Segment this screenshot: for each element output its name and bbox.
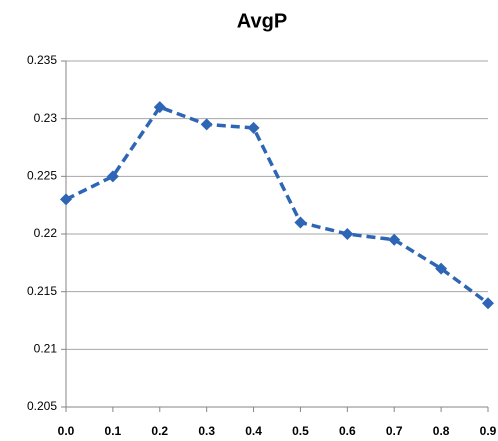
y-tick-label: 0.235 [27,53,57,67]
x-tick-label: 0.9 [480,424,497,438]
y-tick-label: 0.21 [34,342,58,356]
x-tick-label: 0.4 [245,424,262,438]
x-tick-label: 0.1 [105,424,122,438]
y-tick-label: 0.22 [34,226,58,240]
marker [294,216,307,229]
marker [482,297,494,310]
marker [388,233,401,246]
marker [247,121,260,134]
y-tick-label: 0.225 [27,169,57,183]
y-tick-label: 0.23 [34,111,58,125]
x-tick-label: 0.6 [339,424,356,438]
x-tick-label: 0.0 [58,424,75,438]
marker [435,262,448,275]
marker [200,118,213,131]
y-tick-label: 0.205 [27,399,57,413]
marker [60,193,72,206]
marker [341,228,354,240]
line [65,105,490,305]
x-tick-label: 0.8 [433,424,450,438]
x-tick-label: 0.7 [386,424,403,438]
x-tick-label: 0.3 [198,424,215,438]
x-tick-label: 0.5 [292,424,309,438]
chart-title: AvgP [237,10,287,32]
y-tick-label: 0.215 [27,284,57,298]
x-tick-label: 0.2 [151,424,168,438]
marker [106,170,119,183]
marker [153,101,166,114]
